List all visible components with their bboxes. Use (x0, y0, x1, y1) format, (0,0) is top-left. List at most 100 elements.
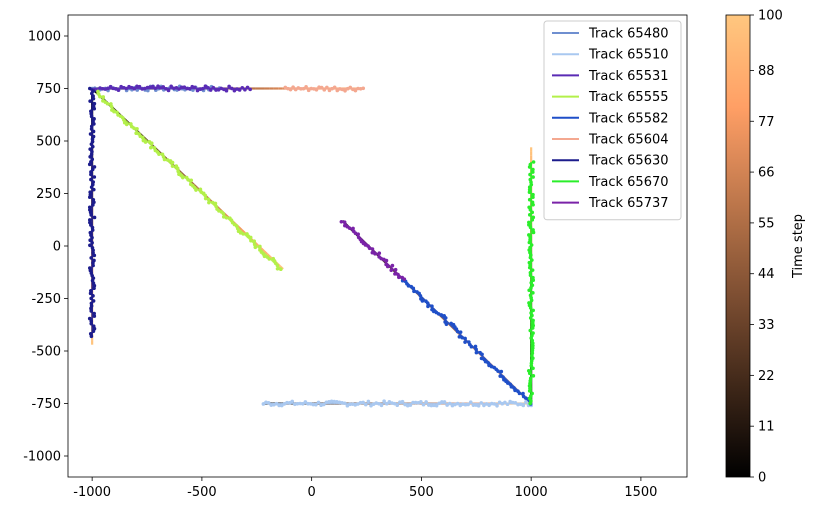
series-point (170, 160, 175, 165)
series-point (353, 88, 358, 93)
series-point (277, 403, 281, 408)
series-point (474, 347, 478, 352)
series-point (530, 351, 535, 355)
y-tick-label: -250 (31, 292, 61, 307)
series-point (87, 205, 92, 210)
series-point (162, 157, 167, 162)
series-point (241, 232, 246, 236)
legend-label: Track 65630 (588, 154, 669, 169)
series-point (88, 291, 93, 296)
series-point (343, 89, 347, 93)
legend-label: Track 65531 (588, 69, 669, 84)
series-point (529, 311, 533, 315)
series-point (524, 399, 528, 404)
series-point (89, 177, 93, 182)
series-point (227, 84, 231, 89)
series-point (262, 254, 267, 259)
series-point (88, 86, 92, 91)
series-point (471, 403, 476, 407)
series-point (531, 192, 535, 197)
series-point (140, 87, 144, 91)
series-point (287, 401, 292, 405)
legend-label: Track 65604 (588, 133, 669, 148)
colorbar-tick-label: 88 (758, 64, 775, 79)
series-point (474, 350, 479, 355)
series-point (89, 114, 94, 119)
series-point (100, 86, 105, 91)
series-point (92, 165, 97, 169)
series-point (89, 172, 93, 177)
series-point (122, 118, 126, 122)
series-point (476, 404, 481, 408)
series-point (396, 272, 400, 277)
series-point (419, 399, 423, 404)
series-point (510, 400, 515, 405)
series-point (89, 170, 93, 174)
y-tick-label: -500 (31, 345, 61, 360)
series-point (358, 400, 363, 405)
series-point (92, 311, 96, 316)
series-point (89, 127, 94, 131)
series-point (329, 399, 334, 404)
series-point (487, 403, 491, 408)
series-point (314, 87, 319, 92)
series-point (213, 201, 218, 206)
series-point (203, 84, 208, 89)
series-point (489, 401, 494, 406)
y-tick-label: 0 (53, 240, 61, 255)
series-point (293, 87, 298, 92)
series-point (531, 167, 535, 172)
series-point (285, 400, 289, 405)
series-point (531, 195, 535, 200)
series-point (91, 294, 95, 298)
series-point (529, 280, 534, 285)
series-point (466, 402, 470, 407)
series-point (150, 84, 155, 89)
series-point (392, 401, 397, 406)
series-point (177, 87, 181, 91)
series-7 (526, 160, 536, 406)
series-point (531, 343, 535, 348)
series-point (432, 403, 436, 408)
series-point (531, 318, 535, 323)
series-point (445, 403, 449, 407)
series-point (248, 235, 253, 240)
series-point (528, 177, 533, 182)
series-point (88, 147, 92, 151)
series-point (224, 215, 229, 220)
series-point (89, 319, 94, 323)
series-point (108, 84, 113, 89)
series-point (92, 215, 97, 220)
series-point (91, 187, 96, 192)
series-point (98, 94, 102, 99)
series-point (379, 256, 383, 261)
series-point (517, 391, 522, 396)
series-point (89, 256, 93, 260)
time-path-2-segment (260, 247, 265, 252)
series-point (443, 316, 448, 320)
colorbar-tick-label: 22 (758, 369, 775, 384)
series-point (332, 399, 337, 404)
series-point (90, 228, 95, 232)
legend-label: Track 65480 (588, 27, 669, 42)
colorbar-tick-label: 55 (758, 216, 775, 231)
series-point (528, 238, 532, 242)
plot-content (87, 84, 536, 408)
series-point (356, 86, 360, 91)
series-point (91, 248, 95, 253)
series-point (89, 185, 94, 189)
series-point (366, 399, 371, 404)
series-point (87, 162, 92, 167)
series-point (527, 205, 531, 210)
series-point (479, 401, 484, 405)
series-point (90, 167, 95, 172)
series-point (421, 402, 426, 407)
series-point (498, 374, 503, 378)
series-point (496, 369, 500, 373)
series-point (275, 266, 280, 271)
series-point (153, 86, 158, 91)
series-point (88, 243, 92, 248)
series-point (165, 158, 170, 162)
series-point (351, 226, 355, 231)
